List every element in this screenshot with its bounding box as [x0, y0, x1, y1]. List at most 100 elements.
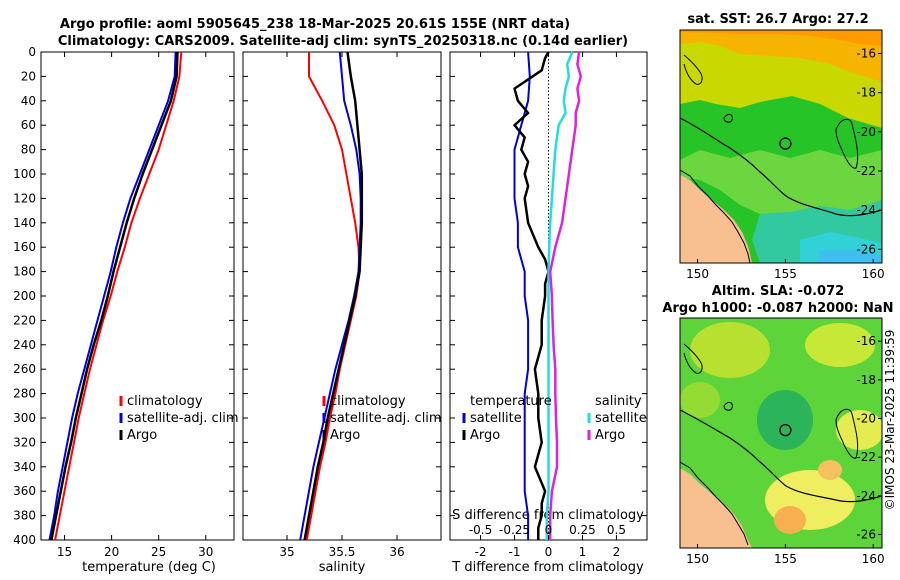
s-tick-label: 0 — [545, 523, 553, 537]
sla-argo-marker — [779, 423, 792, 437]
sst-map: sat. SST: 26.7 Argo: 27.2 150 155 160 -16 -1… — [679, 12, 885, 281]
x-tick-label: -1 — [509, 545, 521, 559]
y-tick-label: 380 — [13, 509, 36, 523]
map-y-tick-label: -18 — [856, 373, 876, 387]
y-tick-label: 0 — [28, 45, 36, 59]
x-tick-label: 0 — [545, 545, 553, 559]
legend-label: climatology — [330, 394, 406, 409]
sst-hottest-band — [680, 30, 882, 46]
series-line-salinity-satellite — [545, 51, 574, 540]
series-line-salinity-argo — [548, 51, 583, 540]
map-x-tick-label: 160 — [862, 552, 885, 566]
sla-map: Altim. SLA: -0.072 Argo h1000: -0.087 h2… — [662, 284, 893, 566]
sst-map-title: sat. SST: 26.7 Argo: 27.2 — [687, 12, 868, 27]
y-tick-label: 180 — [13, 265, 36, 279]
y-tick-label: 300 — [13, 411, 36, 425]
series-line-climatology — [54, 51, 183, 541]
legend-label: satellite — [470, 411, 522, 426]
difference-xlabel: T difference from climatology — [451, 560, 644, 575]
x-tick-label: 20 — [104, 545, 119, 559]
y-tick-label: 40 — [21, 94, 36, 108]
map-y-tick-label: -24 — [856, 203, 876, 217]
y-tick-label: 240 — [13, 338, 36, 352]
difference-plot: T difference from climatology S differen… — [449, 51, 648, 575]
figure-title-line2: Climatology: CARS2009. Satellite-adj cli… — [58, 34, 628, 49]
figure-title-line1: Argo profile: aoml 5905645_238 18-Mar-20… — [60, 17, 570, 32]
series-line-temperature-argo — [513, 51, 550, 540]
salinity-xlabel: salinity — [319, 560, 366, 575]
map-x-tick-label: 150 — [686, 267, 709, 281]
x-tick-label: 35.5 — [329, 545, 356, 559]
y-tick-label: 200 — [13, 289, 36, 303]
temperature-xlabel: temperature (deg C) — [82, 560, 216, 575]
sla-reef-contour — [835, 408, 859, 459]
x-tick-label: 15 — [57, 545, 72, 559]
sla-patch-6 — [774, 506, 806, 534]
sst-hot-band — [680, 30, 882, 82]
legend-label: satellite-adj. clim — [330, 411, 442, 426]
legend-heading: temperature — [470, 394, 552, 409]
series-line-satellite-adj-clim — [299, 51, 362, 541]
imos-watermark: ©IMOS 23-Mar-2025 11:39:59 — [883, 330, 897, 511]
sst-map-frame — [679, 29, 883, 264]
s-tick-label: 0.25 — [569, 523, 596, 537]
legend-label: satellite — [595, 411, 647, 426]
legend-label: Argo — [127, 428, 157, 443]
sla-patch-1 — [690, 322, 770, 378]
map-y-tick-label: -20 — [856, 412, 876, 426]
x-tick-label: 35 — [279, 545, 294, 559]
series-line-temperature-satellite — [513, 51, 531, 540]
legend-label: Argo — [330, 428, 360, 443]
sla-map-title-line1: Altim. SLA: -0.072 — [712, 284, 844, 299]
map-y-tick-label: -26 — [856, 527, 876, 541]
y-tick-label: 360 — [13, 484, 36, 498]
sst-mid-band — [680, 150, 882, 214]
series-line-argo — [50, 51, 179, 541]
y-tick-label: 280 — [13, 387, 36, 401]
y-tick-label: 60 — [21, 118, 36, 132]
legend-label: satellite-adj. clim — [127, 411, 239, 426]
y-tick-label: 320 — [13, 435, 36, 449]
sst-coastline — [680, 169, 751, 263]
salinity-axes-box — [242, 51, 442, 541]
x-tick-label: 1 — [579, 545, 587, 559]
legend-label: Argo — [470, 428, 500, 443]
sla-patch-2 — [805, 323, 875, 367]
sst-argo-marker — [779, 137, 792, 150]
sla-map-title-line2: Argo h1000: -0.087 h2000: NaN — [662, 301, 893, 316]
y-tick-label: 220 — [13, 313, 36, 327]
sla-island-contour — [723, 401, 733, 411]
sla-map-field — [680, 318, 882, 548]
map-y-tick-label: -22 — [856, 164, 876, 178]
x-tick-label: -2 — [475, 545, 487, 559]
sst-contour — [680, 117, 882, 217]
legend-label: climatology — [127, 394, 203, 409]
map-y-tick-label: -20 — [856, 125, 876, 139]
map-x-tick-label: 150 — [686, 552, 709, 566]
sla-patch-4 — [836, 410, 882, 450]
s-tick-label: -0.25 — [499, 523, 530, 537]
map-x-tick-label: 155 — [774, 267, 797, 281]
sst-island-contour — [723, 113, 733, 123]
s-difference-label: S difference from climatology — [452, 508, 644, 523]
y-tick-label: 80 — [21, 143, 36, 157]
x-tick-label: 30 — [198, 545, 213, 559]
sst-north-contour — [683, 54, 703, 85]
map-y-tick-label: -26 — [856, 242, 876, 256]
map-y-tick-label: -22 — [856, 450, 876, 464]
map-y-tick-label: -16 — [856, 334, 876, 348]
map-x-tick-label: 160 — [862, 267, 885, 281]
sla-map-frame — [679, 317, 883, 549]
sst-map-field — [680, 30, 882, 263]
x-tick-label: 2 — [613, 545, 621, 559]
y-tick-label: 100 — [13, 167, 36, 181]
sst-land — [680, 175, 752, 263]
sla-contour — [680, 409, 882, 503]
s-tick-label: -0.5 — [469, 523, 492, 537]
y-tick-label: 120 — [13, 191, 36, 205]
legend-heading: salinity — [595, 394, 642, 409]
y-tick-label: 20 — [21, 69, 36, 83]
y-tick-label: 340 — [13, 460, 36, 474]
